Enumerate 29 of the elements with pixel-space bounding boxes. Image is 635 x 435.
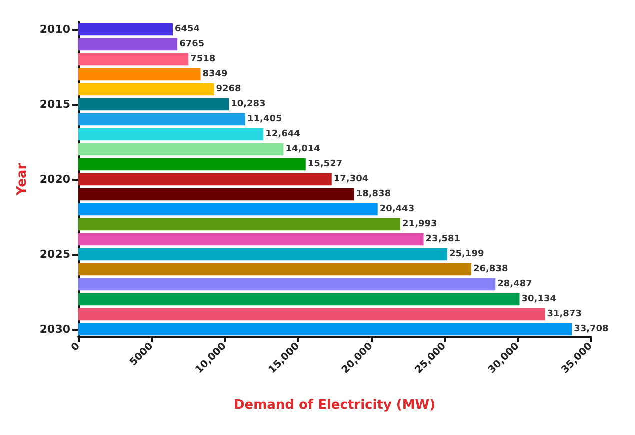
data-label: 7518 — [190, 54, 216, 64]
data-label: 20,443 — [380, 204, 415, 214]
data-label: 30,134 — [522, 294, 556, 304]
data-label: 10,283 — [231, 100, 266, 110]
data-label: 6454 — [175, 24, 200, 34]
data-label: 23,581 — [426, 234, 461, 244]
y-tick-label: 2020 — [40, 173, 71, 186]
y-axis-title: Year — [15, 162, 30, 197]
data-label: 8349 — [202, 70, 228, 80]
data-label: 31,873 — [547, 310, 582, 320]
data-label: 28,487 — [498, 280, 532, 290]
data-label: 17,304 — [334, 174, 369, 184]
data-label: 6765 — [180, 40, 205, 50]
x-tick-label: 0 — [70, 341, 82, 354]
data-label: 9268 — [216, 84, 242, 94]
data-label: 12,644 — [266, 130, 300, 140]
data-label: 26,838 — [473, 264, 508, 274]
y-tick-label: 2015 — [40, 98, 71, 111]
data-label: 21,993 — [402, 220, 438, 230]
y-tick-label: 2025 — [40, 248, 71, 261]
x-axis-title: Demand of Electricity (MW) — [234, 398, 436, 413]
data-label: 14,014 — [286, 144, 320, 154]
data-label: 25,199 — [449, 250, 484, 260]
data-label: 11,405 — [248, 114, 282, 124]
y-tick-label: 2010 — [40, 23, 71, 36]
y-tick-label: 2030 — [40, 323, 71, 336]
data-label: 33,708 — [574, 324, 609, 334]
data-label: 18,838 — [356, 190, 392, 200]
data-label: 15,527 — [308, 160, 343, 170]
